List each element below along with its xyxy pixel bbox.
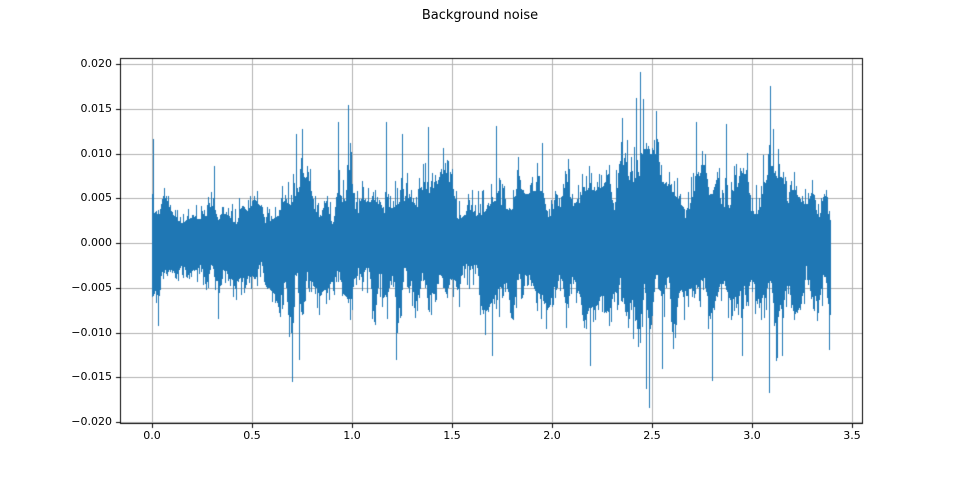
y-tick-label: −0.005 <box>71 281 112 294</box>
x-tick-label: 2.0 <box>543 429 561 442</box>
y-tick-label: 0.000 <box>80 236 113 249</box>
x-tick-label: 0.5 <box>243 429 261 442</box>
y-tick-label: 0.020 <box>80 57 113 70</box>
y-tick-label: 0.015 <box>80 102 113 115</box>
x-tick-label: 3.0 <box>743 429 761 442</box>
x-tick-label: 2.5 <box>643 429 661 442</box>
y-tick-label: 0.010 <box>80 147 113 160</box>
x-tick-label: 0.0 <box>143 429 161 442</box>
x-tick-label: 3.5 <box>843 429 861 442</box>
y-tick-label: −0.020 <box>71 415 112 428</box>
y-tick-label: −0.015 <box>71 370 112 383</box>
y-tick-label: −0.010 <box>71 326 112 339</box>
x-tick-label: 1.0 <box>343 429 361 442</box>
x-tick-label: 1.5 <box>443 429 461 442</box>
y-tick-label: 0.005 <box>80 191 113 204</box>
